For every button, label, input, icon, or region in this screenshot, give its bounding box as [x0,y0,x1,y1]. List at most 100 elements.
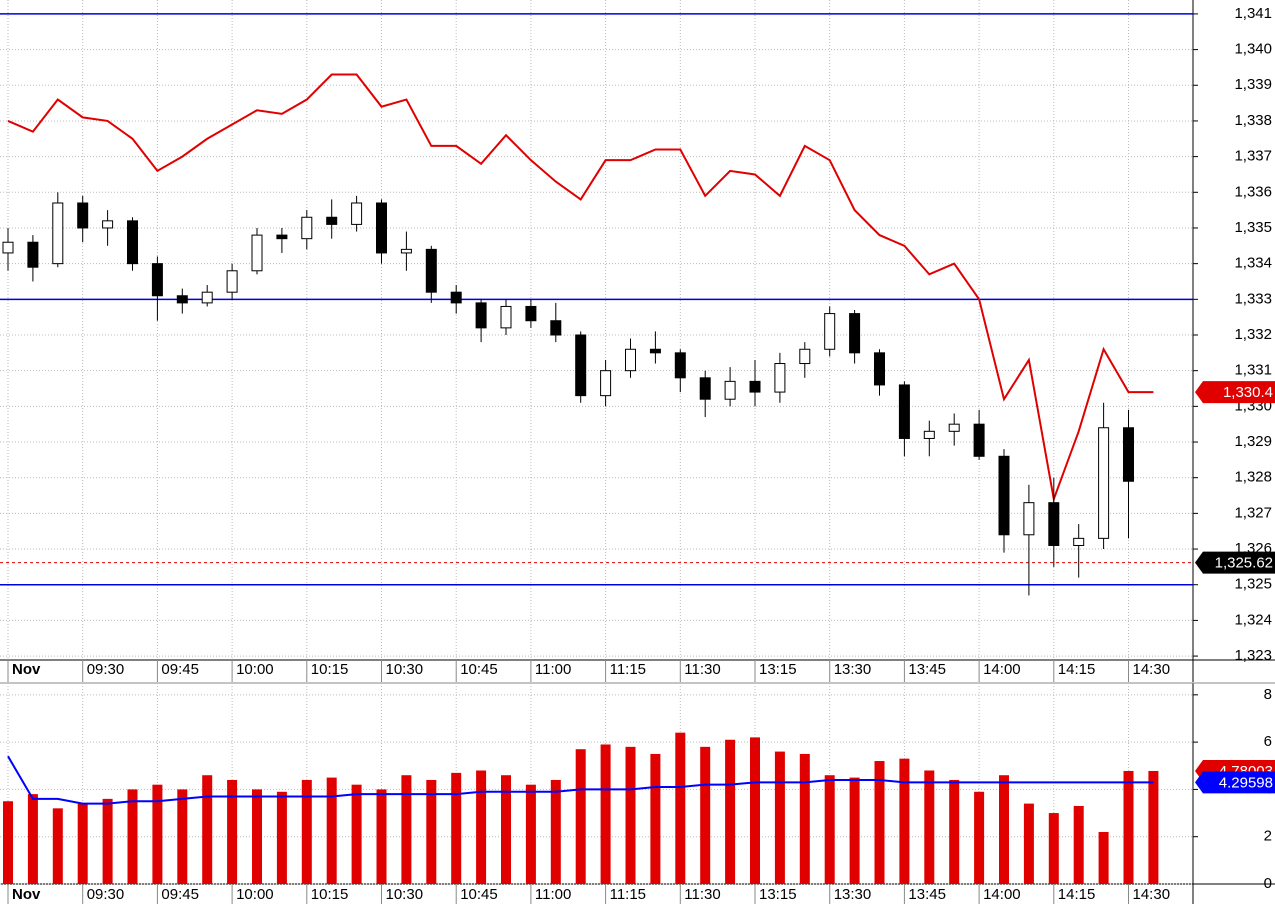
candle-body [625,348,636,372]
x-tick-label: Nov [12,661,41,678]
x-tick-label: 10:30 [386,661,424,678]
volume-bar [451,772,462,884]
x-tick-label: 14:15 [1058,661,1096,678]
x-tick-label: 11:30 [684,661,720,678]
candle-body [450,291,462,304]
candle-body [824,313,836,350]
candle-body [226,270,238,293]
x-tick-label: 14:15 [1058,886,1096,903]
volume-bar [276,791,287,884]
candle-body [575,334,587,397]
y-tick-label: 1,325 [1234,576,1272,593]
candle-body [351,202,363,225]
value-marker [1195,771,1275,794]
volume-bar [625,746,636,884]
line-series [7,73,1154,503]
candle-body [400,248,412,254]
volume-bar [999,775,1009,884]
candle-body [301,216,313,240]
volume-bar [376,789,387,884]
candle-body [201,291,213,304]
candle-body [376,202,387,254]
y-tick-label: 1,323 [1234,647,1272,664]
x-tick-label: 09:30 [87,886,125,903]
volume-bar [949,779,960,884]
y-tick-label: 1,334 [1234,255,1272,272]
y-tick-label: 1,327 [1234,504,1272,521]
volume-bar [252,789,262,884]
candle-body [799,348,811,365]
x-tick-label: 10:15 [311,886,349,903]
volume-bar [202,775,213,884]
y-tick-label: 1,324 [1234,611,1272,628]
volume-bar [824,775,835,884]
volume-bar [750,737,760,884]
candle-body [724,380,736,400]
candle-body [176,295,188,304]
candle-body [998,455,1010,536]
volume-bar [799,753,810,884]
volume-bar [1123,770,1134,884]
volume-bar [675,732,686,884]
y-tick-label: 1,328 [1234,469,1272,486]
y-tick-label: 1,338 [1234,112,1272,129]
candle-body [774,363,786,393]
candle-body [276,234,288,240]
y-tick-label: 1,340 [1234,41,1272,58]
volume-bar [700,746,711,884]
volume-bar [401,775,412,884]
value-marker-label: 1,325.62 [1215,555,1273,572]
candle-body [1123,427,1134,482]
x-tick-label: 11:15 [610,661,646,678]
x-tick-label: 11:00 [535,661,571,678]
volume-bar [774,751,785,884]
candle-body [475,302,487,329]
x-tick-label: 11:30 [684,886,720,903]
volume-bar [525,784,536,884]
candle-body [674,352,686,379]
y-tick-label: 1,331 [1234,362,1272,379]
x-tick-label: 11:00 [535,886,571,903]
volume-bar [152,784,163,884]
volume-bar [924,770,935,884]
x-tick-label: 14:00 [983,661,1021,678]
candle-body [425,248,437,293]
y-tick-label: 1,332 [1234,326,1272,343]
volume-bar [77,803,88,884]
x-tick-label: 13:30 [834,661,872,678]
candle-body [923,430,935,439]
y-tick-label: 1,341 [1234,5,1272,22]
volume-bar [102,798,113,884]
candle-body [151,263,163,297]
candle-body [2,241,14,254]
y-tick-label: 1,339 [1234,76,1272,93]
candle-body [649,348,661,354]
candle-body [550,320,562,336]
volume-bar [326,777,337,884]
candle-body [102,220,114,229]
volume-bar [227,779,238,884]
volume-bar [426,779,437,884]
x-tick-label: Nov [12,886,41,903]
candle-body [52,202,64,265]
volume-bar [1098,831,1109,884]
candle-body [898,384,910,439]
candle-body [699,377,711,400]
x-tick-label: 09:30 [87,661,125,678]
volume-bar [127,789,138,884]
x-tick-label: 10:00 [236,886,274,903]
x-tick-label: 09:45 [161,886,199,903]
x-tick-label: 13:15 [759,886,797,903]
x-tick-label: 13:15 [759,661,797,678]
x-tick-label: 10:45 [460,661,498,678]
volume-bar [725,739,736,884]
x-tick-label: 10:00 [236,661,274,678]
line-series [7,755,1154,805]
candle-body [1073,537,1085,546]
volume-bar [550,779,561,884]
x-tick-label: 14:00 [983,886,1021,903]
candle-body [1023,502,1035,536]
y-tick-label: 1,329 [1234,433,1272,450]
volume-bar [874,761,885,884]
